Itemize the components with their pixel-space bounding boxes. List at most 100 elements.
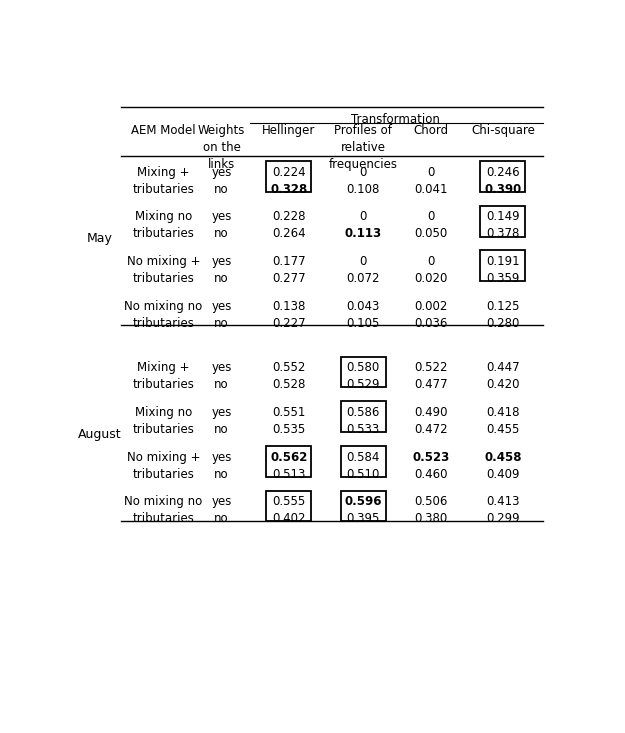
Text: yes: yes (211, 300, 232, 313)
Bar (266, 490, 311, 521)
Text: 0.402: 0.402 (272, 512, 306, 526)
Text: yes: yes (211, 496, 232, 508)
Text: 0.125: 0.125 (486, 300, 519, 313)
Text: tributaries: tributaries (132, 512, 194, 526)
Bar (341, 402, 386, 432)
Bar (481, 251, 525, 281)
Text: tributaries: tributaries (132, 423, 194, 436)
Text: Mixing +: Mixing + (137, 166, 189, 179)
Text: 0.108: 0.108 (347, 183, 380, 196)
Text: no: no (214, 512, 229, 526)
Text: 0.472: 0.472 (414, 423, 447, 436)
Text: yes: yes (211, 255, 232, 268)
Text: 0.506: 0.506 (414, 496, 447, 508)
Text: tributaries: tributaries (132, 227, 194, 240)
Text: no: no (214, 183, 229, 196)
Text: 0.264: 0.264 (272, 227, 306, 240)
Text: yes: yes (211, 166, 232, 179)
Text: no: no (214, 423, 229, 436)
Bar (481, 206, 525, 237)
Text: 0.228: 0.228 (272, 210, 306, 224)
Text: tributaries: tributaries (132, 468, 194, 481)
Text: 0.409: 0.409 (486, 468, 519, 481)
Text: 0.555: 0.555 (272, 496, 306, 508)
Text: 0: 0 (359, 255, 367, 268)
Text: 0.191: 0.191 (486, 255, 519, 268)
Text: Chi-square: Chi-square (471, 124, 535, 137)
Text: 0.447: 0.447 (486, 361, 519, 375)
Text: tributaries: tributaries (132, 272, 194, 285)
Text: 0.458: 0.458 (484, 451, 522, 464)
Text: 0.413: 0.413 (486, 496, 519, 508)
Text: August: August (78, 428, 122, 441)
Text: 0.277: 0.277 (272, 272, 306, 285)
Text: tributaries: tributaries (132, 378, 194, 391)
Text: 0.224: 0.224 (272, 166, 306, 179)
Text: 0.535: 0.535 (272, 423, 306, 436)
Text: 0.177: 0.177 (272, 255, 306, 268)
Text: 0.584: 0.584 (347, 451, 380, 464)
Text: No mixing no: No mixing no (124, 496, 202, 508)
Text: Mixing no: Mixing no (135, 406, 192, 419)
Text: 0.528: 0.528 (272, 378, 306, 391)
Text: Weights
on the
links: Weights on the links (198, 124, 245, 171)
Text: yes: yes (211, 406, 232, 419)
Text: 0.522: 0.522 (414, 361, 447, 375)
Text: 0.246: 0.246 (486, 166, 519, 179)
Text: 0.390: 0.390 (484, 183, 521, 196)
Text: No mixing +: No mixing + (127, 451, 200, 464)
Text: 0.596: 0.596 (344, 496, 382, 508)
Text: yes: yes (211, 361, 232, 375)
Text: 0.529: 0.529 (347, 378, 380, 391)
Text: 0.533: 0.533 (347, 423, 380, 436)
Text: yes: yes (211, 451, 232, 464)
Text: 0.328: 0.328 (270, 183, 308, 196)
Text: 0.455: 0.455 (486, 423, 519, 436)
Text: 0.020: 0.020 (414, 272, 447, 285)
Bar (481, 161, 525, 192)
Text: no: no (214, 227, 229, 240)
Text: No mixing +: No mixing + (127, 255, 200, 268)
Text: 0.378: 0.378 (486, 227, 519, 240)
Text: 0.586: 0.586 (347, 406, 380, 419)
Text: 0.138: 0.138 (272, 300, 306, 313)
Text: 0.149: 0.149 (486, 210, 519, 224)
Text: 0.359: 0.359 (486, 272, 519, 285)
Text: 0: 0 (427, 210, 434, 224)
Text: 0.041: 0.041 (414, 183, 447, 196)
Text: No mixing no: No mixing no (124, 300, 202, 313)
Bar (341, 490, 386, 521)
Text: 0.280: 0.280 (486, 317, 519, 330)
Text: 0: 0 (359, 210, 367, 224)
Text: no: no (214, 317, 229, 330)
Text: no: no (214, 272, 229, 285)
Text: 0.043: 0.043 (347, 300, 380, 313)
Text: 0: 0 (427, 255, 434, 268)
Text: Chord: Chord (413, 124, 448, 137)
Text: Mixing +: Mixing + (137, 361, 189, 375)
Text: 0: 0 (359, 166, 367, 179)
Text: 0.552: 0.552 (272, 361, 306, 375)
Text: Mixing no: Mixing no (135, 210, 192, 224)
Text: 0.477: 0.477 (414, 378, 447, 391)
Bar (266, 446, 311, 476)
Text: 0.113: 0.113 (345, 227, 382, 240)
Text: tributaries: tributaries (132, 317, 194, 330)
Text: tributaries: tributaries (132, 183, 194, 196)
Text: yes: yes (211, 210, 232, 224)
Text: AEM Model: AEM Model (131, 124, 196, 137)
Text: 0.227: 0.227 (272, 317, 306, 330)
Text: 0.418: 0.418 (486, 406, 519, 419)
Text: 0.380: 0.380 (414, 512, 447, 526)
Text: 0.299: 0.299 (486, 512, 519, 526)
Text: 0.490: 0.490 (414, 406, 447, 419)
Text: Transformation: Transformation (351, 114, 440, 126)
Bar (341, 357, 386, 388)
Text: 0.002: 0.002 (414, 300, 447, 313)
Text: 0.105: 0.105 (347, 317, 380, 330)
Text: 0.036: 0.036 (414, 317, 447, 330)
Bar (266, 161, 311, 192)
Text: 0.510: 0.510 (347, 468, 380, 481)
Text: May: May (87, 232, 112, 246)
Text: 0.551: 0.551 (272, 406, 306, 419)
